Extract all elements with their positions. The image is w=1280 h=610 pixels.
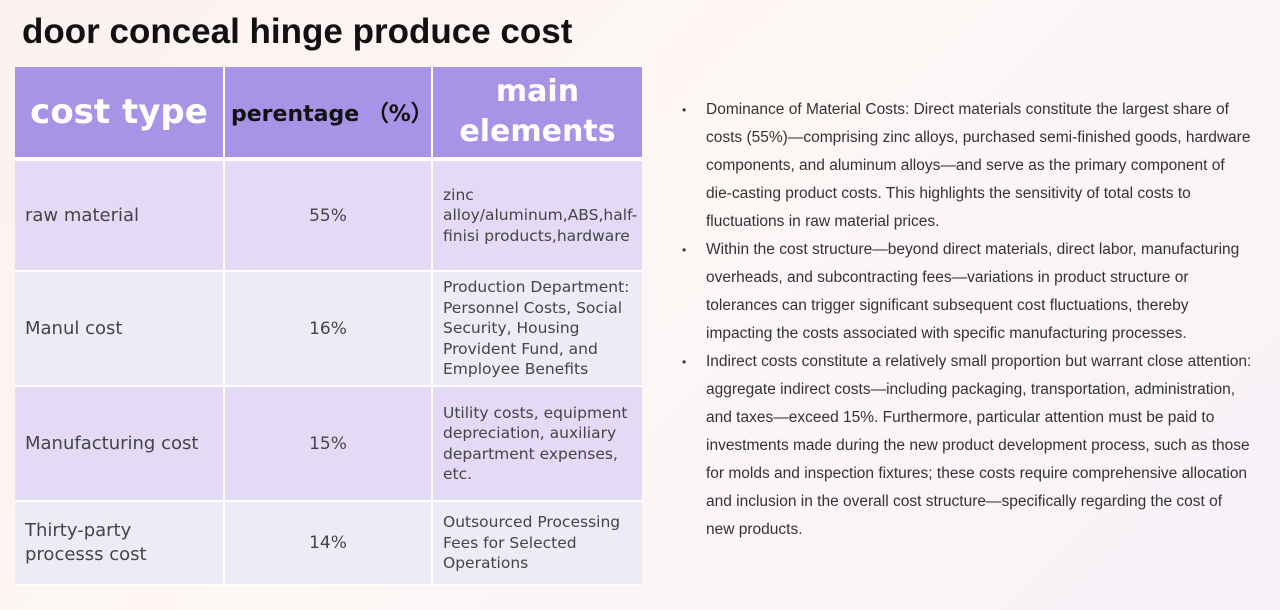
header-percentage: perentage （%）	[224, 67, 433, 161]
list-item: • Within the cost structure—beyond direc…	[682, 236, 1254, 348]
note-text: Within the cost structure—beyond direct …	[706, 241, 1240, 342]
header-main-elements: main elements	[432, 67, 642, 161]
cell-main-elements: Outsourced Processing Fees for Selected …	[432, 501, 642, 586]
cell-percentage: 15%	[224, 386, 433, 502]
bullet-dot-icon: •	[682, 103, 687, 117]
cost-table: cost type perentage （%） main elements ra…	[15, 67, 642, 586]
page-title: door conceal hinge produce cost	[22, 12, 573, 51]
bullet-dot-icon: •	[682, 355, 687, 369]
header-cost-type: cost type	[15, 67, 225, 161]
cell-cost-type: raw material	[15, 159, 225, 272]
cell-main-elements: Production Department: Personnel Costs, …	[432, 271, 642, 387]
list-item: • Dominance of Material Costs: Direct ma…	[682, 96, 1254, 236]
notes-list: • Dominance of Material Costs: Direct ma…	[682, 96, 1254, 544]
cell-percentage: 16%	[224, 271, 433, 387]
table-row: raw material 55% zinc alloy/aluminum,ABS…	[15, 159, 642, 272]
cell-cost-type: Manufacturing cost	[15, 386, 225, 502]
note-text: Dominance of Material Costs: Direct mate…	[706, 101, 1251, 230]
cell-percentage: 55%	[224, 159, 433, 272]
cell-main-elements: zinc alloy/aluminum,ABS,half-finisi prod…	[432, 159, 642, 272]
note-text: Indirect costs constitute a relatively s…	[706, 353, 1252, 538]
cell-cost-type: Thirty-party processs cost	[15, 501, 225, 586]
table-row: Thirty-party processs cost 14% Outsource…	[15, 501, 642, 586]
bullet-dot-icon: •	[682, 243, 687, 257]
table-row: Manufacturing cost 15% Utility costs, eq…	[15, 386, 642, 502]
cell-cost-type: Manul cost	[15, 271, 225, 387]
cell-percentage: 14%	[224, 501, 433, 586]
list-item: • Indirect costs constitute a relatively…	[682, 348, 1254, 544]
table-header-row: cost type perentage （%） main elements	[15, 67, 642, 161]
table-row: Manul cost 16% Production Department: Pe…	[15, 271, 642, 387]
cell-main-elements: Utility costs, equipment depreciation, a…	[432, 386, 642, 502]
